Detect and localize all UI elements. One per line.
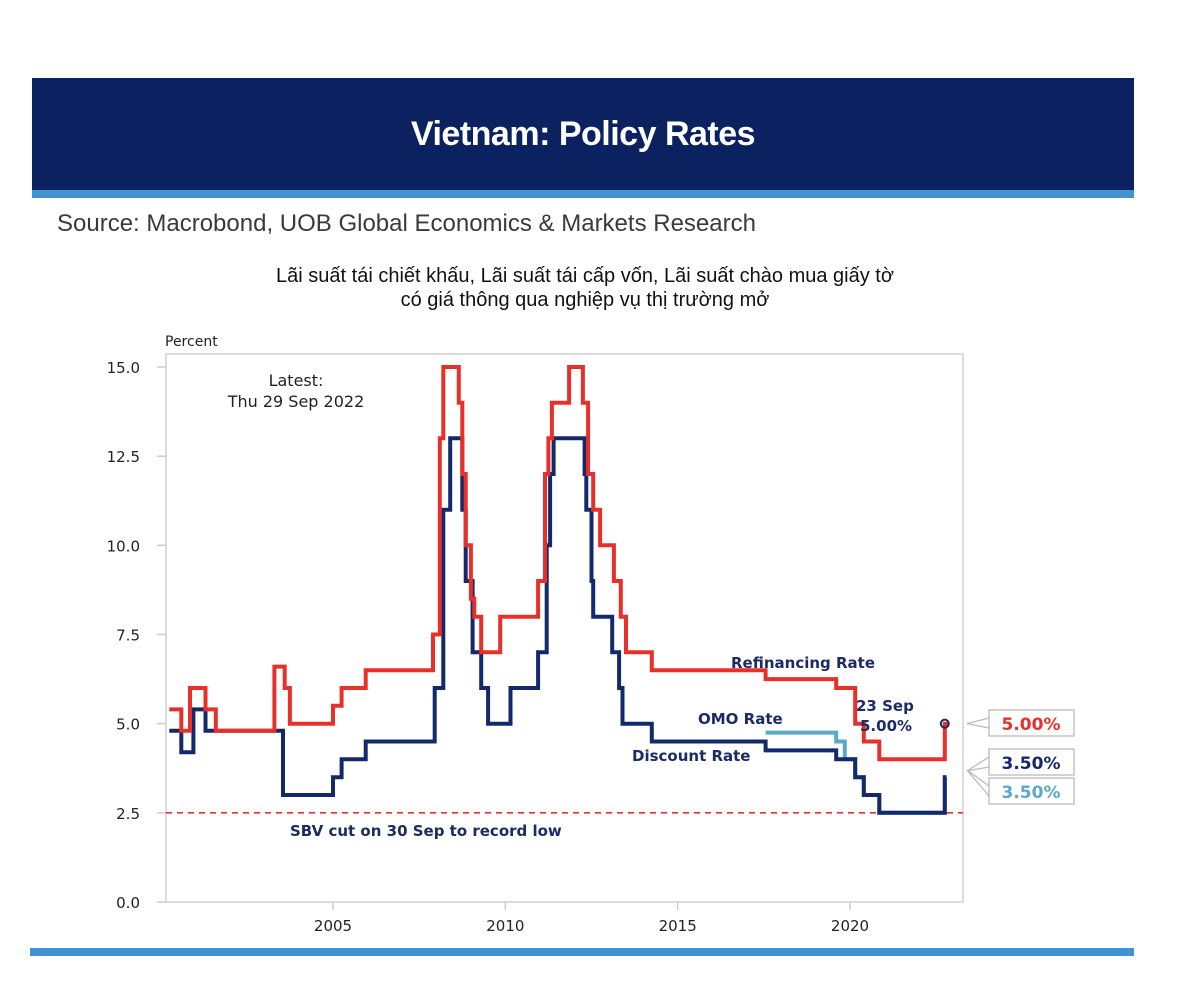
- point-annotation-date: 23 Sep: [856, 697, 914, 715]
- plot-frame: [165, 353, 964, 903]
- y-tick-label: 15.0: [107, 359, 140, 377]
- point-annotation-value: 5.00%: [860, 717, 912, 735]
- x-tick-label: 2005: [314, 917, 352, 935]
- series-line-refinancing: [169, 365, 949, 762]
- latest-note-line1: Latest:: [269, 371, 324, 390]
- y-ticks: 0.0 2.5 5.0 7.5 10.0 12.5 15.0: [107, 359, 166, 912]
- callout-value: 5.00%: [1002, 715, 1061, 735]
- y-tick-label: 2.5: [116, 805, 140, 823]
- x-tick-label: 2010: [486, 917, 524, 935]
- reference-line-label: SBV cut on 30 Sep to record low: [290, 822, 562, 840]
- x-tick-label: 2015: [659, 917, 697, 935]
- chart-subtitle-line2: có giá thông qua nghiệp vụ thị trường mở: [400, 289, 770, 311]
- y-tick-label: 0.0: [116, 894, 140, 912]
- callout-pointer: [966, 769, 990, 797]
- point-annotation-marker: [939, 718, 950, 729]
- callout-value: 3.50%: [1002, 783, 1061, 803]
- footer-stripe: [30, 948, 1134, 956]
- callout-pointer: [966, 756, 990, 772]
- y-tick-label: 5.0: [116, 716, 140, 734]
- header-stripe: [32, 190, 1134, 198]
- series-label-refinancing: Refinancing Rate: [731, 654, 875, 672]
- y-axis-label: Percent: [165, 334, 218, 350]
- source-note: Source: Macrobond, UOB Global Economics …: [57, 210, 756, 237]
- header-band: [32, 78, 1134, 190]
- page-title: Vietnam: Policy Rates: [410, 115, 756, 153]
- end-value-labels: 5.00% 3.50% 3.50%: [966, 709, 1075, 805]
- chart-subtitle: Lãi suất tái chiết khấu, Lãi suất tái cấ…: [80, 264, 1090, 312]
- callout-box: [988, 777, 1075, 805]
- end-label-omo: 3.50%: [966, 769, 1075, 805]
- x-tick-label: 2020: [831, 917, 869, 935]
- series-label-discount: Discount Rate: [632, 747, 750, 765]
- end-label-discount: 3.50%: [966, 748, 1075, 776]
- end-label-refinancing: 5.00%: [966, 709, 1075, 737]
- callout-box: [988, 748, 1075, 776]
- callout-pointer: [966, 717, 990, 729]
- latest-note-line2: Thu 29 Sep 2022: [227, 392, 365, 411]
- callout-value: 3.50%: [1002, 754, 1061, 774]
- series-label-omo: OMO Rate: [698, 710, 783, 728]
- chart-subtitle-line1: Lãi suất tái chiết khấu, Lãi suất tái cấ…: [276, 265, 894, 287]
- series-group: [169, 365, 949, 815]
- y-tick-label: 12.5: [107, 448, 140, 466]
- x-ticks: 2005 2010 2015 2020: [314, 902, 869, 935]
- callout-box: [988, 709, 1075, 737]
- series-line-discount: [169, 436, 947, 815]
- y-tick-label: 10.0: [107, 537, 140, 555]
- y-tick-label: 7.5: [116, 627, 140, 645]
